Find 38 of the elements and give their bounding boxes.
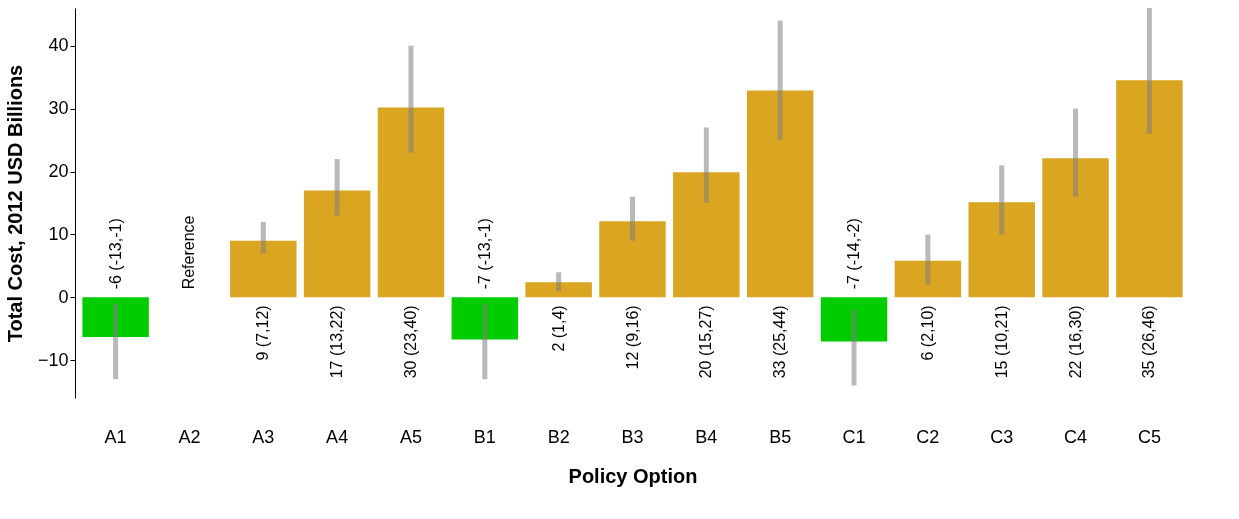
x-tick-label: C2 [916, 426, 940, 447]
y-tick-label: 10 [48, 223, 69, 244]
x-tick-label: B2 [547, 426, 570, 447]
x-axis-title: Policy Option [568, 464, 698, 487]
x-tick-label: B1 [473, 426, 496, 447]
x-tick-label: A4 [326, 426, 349, 447]
x-tick-label: C3 [990, 426, 1014, 447]
data-label: 22 (16,30) [1066, 305, 1084, 379]
data-label: 20 (15,27) [697, 305, 715, 379]
x-tick-label: B4 [695, 426, 718, 447]
data-label: -6 (-13,-1) [106, 218, 124, 290]
x-tick-label: A3 [252, 426, 275, 447]
y-tick-label: 20 [48, 161, 69, 182]
data-label: 2 (1,4) [549, 305, 567, 352]
x-tick-label: A1 [104, 426, 127, 447]
data-label: 30 (23,40) [401, 305, 419, 379]
data-label: 15 (10,21) [992, 305, 1010, 379]
data-label: 17 (13,22) [328, 305, 346, 379]
y-tick-label: 30 [48, 98, 69, 119]
data-label: -7 (-14,-2) [845, 218, 863, 290]
data-label: -7 (-13,-1) [475, 218, 493, 290]
y-tick-label: 40 [48, 35, 69, 56]
y-tick-label: 0 [58, 286, 69, 307]
data-label: 33 (25,44) [771, 305, 789, 379]
data-label: 12 (9,16) [623, 305, 641, 370]
x-tick-label: B3 [621, 426, 644, 447]
data-label: 6 (2,10) [918, 305, 936, 361]
y-tick-label: −10 [37, 349, 69, 370]
x-tick-label: A2 [178, 426, 201, 447]
data-label: 9 (7,12) [254, 305, 272, 361]
data-label: 35 (26,46) [1140, 305, 1158, 379]
x-tick-label: B5 [769, 426, 792, 447]
x-tick-label: C1 [842, 426, 866, 447]
y-axis-title: Total Cost, 2012 USD Billions [3, 64, 26, 343]
text: Reference [180, 215, 198, 290]
x-tick-label: A5 [399, 426, 422, 447]
x-tick-label: C5 [1137, 426, 1161, 447]
x-tick-label: C4 [1064, 426, 1088, 447]
